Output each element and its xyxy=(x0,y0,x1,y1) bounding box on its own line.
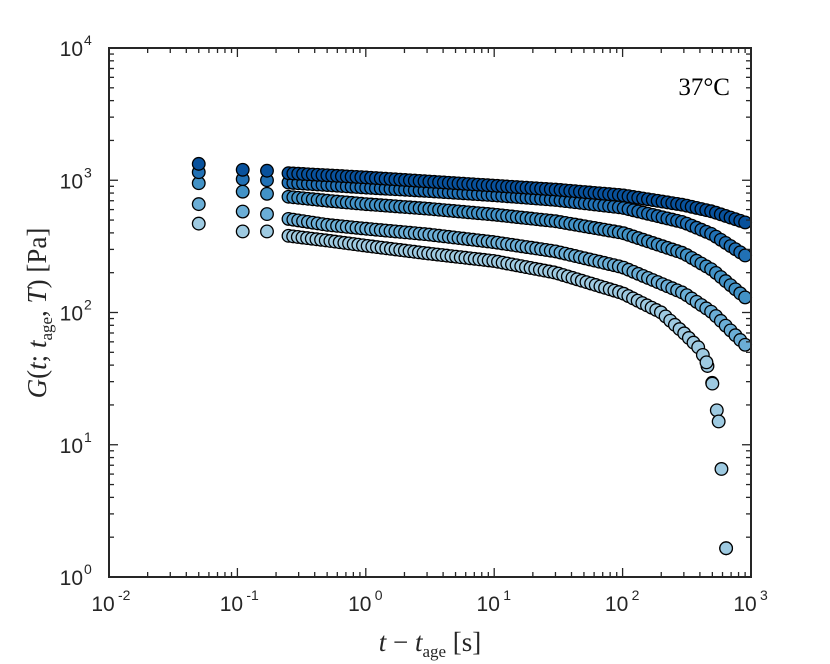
x-tick-label: 10 xyxy=(605,593,628,616)
data-point-series-3 xyxy=(260,186,274,201)
x-tick-label: 10 xyxy=(220,593,243,616)
y-tick-label: 10 xyxy=(60,435,83,458)
data-point-series-5 xyxy=(699,355,714,370)
data-point-series-5 xyxy=(191,216,206,231)
data-point-series-1 xyxy=(191,156,206,171)
temperature-annotation: 37°C xyxy=(678,74,730,101)
data-point-series-1 xyxy=(235,162,250,177)
data-point-series-1 xyxy=(260,163,274,178)
x-axis-label: t − tage [s] xyxy=(379,627,482,661)
y-tick-label: 10 xyxy=(60,303,83,326)
x-tick-exponent: 0 xyxy=(375,587,383,603)
data-point-series-4 xyxy=(260,207,274,222)
x-tick-exponent: -1 xyxy=(246,587,259,603)
y-tick-exponent: 4 xyxy=(84,32,92,48)
x-tick-label: 10 xyxy=(348,593,371,616)
data-point-series-4 xyxy=(235,204,250,219)
x-tick-label: 10 xyxy=(733,593,756,616)
data-point-series-5 xyxy=(719,541,734,556)
data-point-series-4 xyxy=(738,337,753,352)
y-tick-label: 10 xyxy=(60,170,83,193)
data-point-series-5 xyxy=(714,462,729,476)
data-point-series-2 xyxy=(738,248,753,263)
axes xyxy=(108,47,752,578)
y-tick-exponent: 3 xyxy=(84,164,92,180)
x-tick-label: 10 xyxy=(477,593,500,616)
data-markers xyxy=(191,156,753,556)
x-tick-exponent: -2 xyxy=(118,587,131,603)
x-tick-label: 10 xyxy=(91,593,114,616)
data-point-series-1 xyxy=(738,215,753,230)
data-point-series-5 xyxy=(709,403,724,418)
data-point-series-4 xyxy=(191,197,206,212)
y-tick-label: 10 xyxy=(60,38,83,61)
data-point-series-5 xyxy=(711,414,726,429)
y-tick-exponent: 1 xyxy=(84,429,92,445)
data-point-series-5 xyxy=(705,376,720,391)
data-point-series-5 xyxy=(260,224,274,239)
data-point-series-3 xyxy=(738,290,753,305)
x-tick-exponent: 3 xyxy=(760,587,768,603)
x-tick-exponent: 1 xyxy=(503,587,511,603)
data-point-series-3 xyxy=(235,184,250,199)
data-point-series-5 xyxy=(235,224,250,239)
x-tick-exponent: 2 xyxy=(632,587,640,603)
y-tick-label: 10 xyxy=(60,567,83,590)
y-axis-label: G(t; tage, T) [Pa] xyxy=(22,228,56,399)
y-tick-exponent: 2 xyxy=(84,297,92,313)
tick-labels: 10 -2 10 -1 10 0 10 1 10 2 10 310 010 110 210 310 4 xyxy=(60,32,768,616)
y-tick-exponent: 0 xyxy=(84,561,92,577)
